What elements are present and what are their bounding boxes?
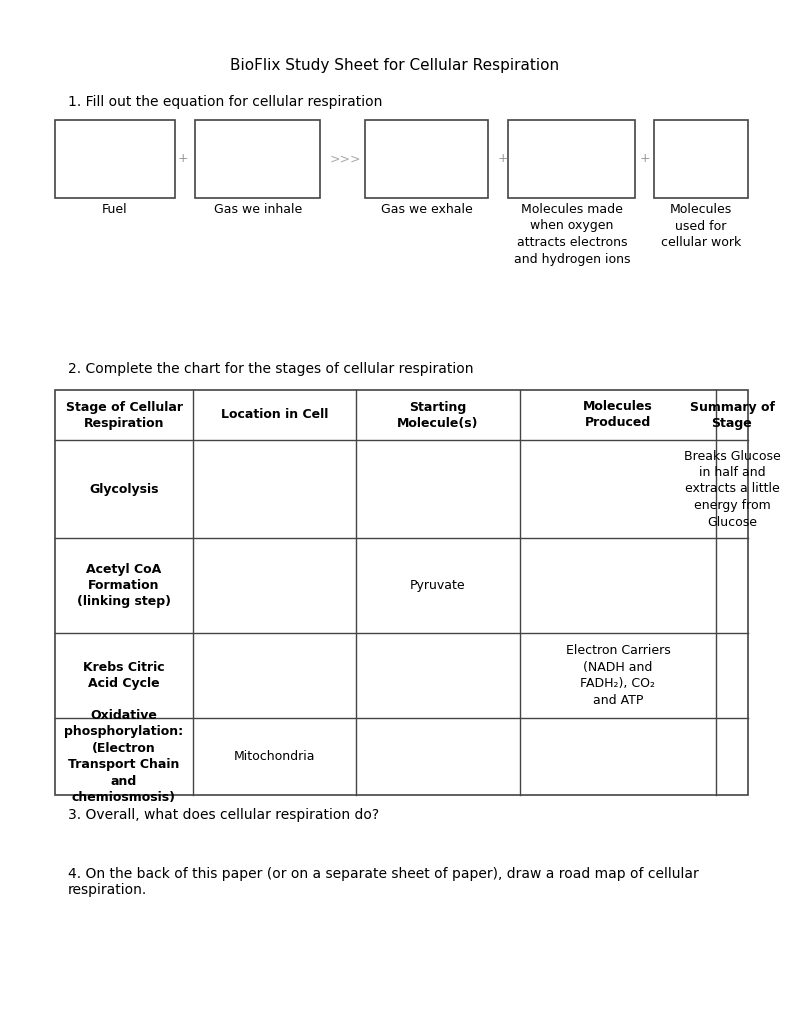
- Bar: [195, 120, 320, 198]
- Text: Breaks Glucose
in half and
extracts a little
energy from
Glucose: Breaks Glucose in half and extracts a li…: [683, 450, 781, 528]
- Bar: [508, 120, 635, 198]
- Text: Molecules
used for
cellular work: Molecules used for cellular work: [660, 203, 741, 249]
- Bar: [55, 390, 748, 795]
- Text: Gas we exhale: Gas we exhale: [381, 203, 473, 216]
- Text: Starting
Molecule(s): Starting Molecule(s): [397, 400, 479, 429]
- Text: Gas we inhale: Gas we inhale: [214, 203, 302, 216]
- Text: Fuel: Fuel: [102, 203, 128, 216]
- Text: Pyruvate: Pyruvate: [411, 579, 466, 592]
- Text: Oxidative
phosphorylation:
(Electron
Transport Chain
and
chemiosmosis): Oxidative phosphorylation: (Electron Tra…: [64, 709, 184, 804]
- Text: BioFlix Study Sheet for Cellular Respiration: BioFlix Study Sheet for Cellular Respira…: [230, 58, 559, 73]
- Text: Molecules
Produced: Molecules Produced: [583, 400, 653, 429]
- Text: Glycolysis: Glycolysis: [89, 482, 159, 496]
- Bar: [365, 120, 488, 198]
- Text: Krebs Citric
Acid Cycle: Krebs Citric Acid Cycle: [83, 660, 165, 690]
- Bar: [55, 120, 175, 198]
- Text: >>>: >>>: [329, 153, 361, 166]
- Text: Acetyl CoA
Formation
(linking step): Acetyl CoA Formation (linking step): [77, 562, 171, 608]
- Text: 3. Overall, what does cellular respiration do?: 3. Overall, what does cellular respirati…: [68, 808, 379, 822]
- Text: +: +: [640, 153, 650, 166]
- Text: Electron Carriers
(NADH and
FADH₂), CO₂
and ATP: Electron Carriers (NADH and FADH₂), CO₂ …: [566, 644, 671, 707]
- Text: Location in Cell: Location in Cell: [221, 409, 328, 422]
- Text: 4. On the back of this paper (or on a separate sheet of paper), draw a road map : 4. On the back of this paper (or on a se…: [68, 867, 698, 897]
- Text: +: +: [178, 153, 188, 166]
- Text: Stage of Cellular
Respiration: Stage of Cellular Respiration: [66, 400, 183, 429]
- Bar: [654, 120, 748, 198]
- Text: +: +: [498, 153, 509, 166]
- Text: Summary of
Stage: Summary of Stage: [690, 400, 774, 429]
- Text: 2. Complete the chart for the stages of cellular respiration: 2. Complete the chart for the stages of …: [68, 362, 474, 376]
- Text: Mitochondria: Mitochondria: [234, 750, 316, 763]
- Text: Molecules made
when oxygen
attracts electrons
and hydrogen ions: Molecules made when oxygen attracts elec…: [513, 203, 630, 265]
- Text: 1. Fill out the equation for cellular respiration: 1. Fill out the equation for cellular re…: [68, 95, 382, 109]
